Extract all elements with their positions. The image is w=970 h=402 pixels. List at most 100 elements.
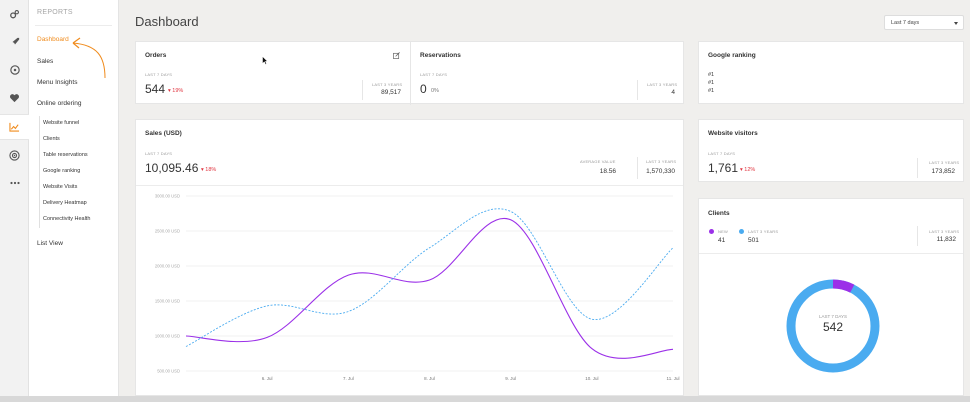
y-tick-label: 2000.00 USD [155, 264, 180, 269]
sidebar-item-online-ordering[interactable]: Online ordering [37, 100, 82, 107]
clients-separator [917, 226, 918, 246]
y-tick-label: 1500.00 USD [155, 299, 180, 304]
clients-title: Clients [708, 210, 730, 217]
trend-down-icon: ▾ [740, 167, 745, 173]
line-chart-icon[interactable] [0, 114, 29, 140]
reservations-last7-label: LAST 7 DAYS [420, 72, 448, 77]
sales-trend-value: 18% [205, 167, 217, 173]
reservations-separator [637, 80, 638, 100]
visitors-separator [917, 158, 918, 178]
reservations-last3-value: 4 [671, 89, 675, 96]
clients-last3-value: 11,832 [936, 236, 956, 243]
compass-icon[interactable] [0, 57, 29, 83]
donut-label: LAST 7 DAYS [819, 314, 847, 319]
rocket-icon[interactable] [0, 29, 29, 55]
x-tick-label: 10. Jul [585, 376, 598, 381]
more-dots-icon[interactable] [0, 170, 29, 196]
orders-value: 544 [145, 82, 166, 96]
reservations-last3-label: LAST 3 YEARS [647, 82, 678, 87]
visitors-value: 1,761 [708, 161, 739, 175]
sidebar-item-dashboard[interactable]: Dashboard [37, 36, 69, 43]
google-rank-3: #1 [708, 88, 715, 94]
sidebar-subitem-website-funnel[interactable]: Website funnel [43, 120, 80, 126]
sales-value: 10,095.46 [145, 161, 199, 175]
sidebar-subitem-clients[interactable]: Clients [43, 136, 60, 142]
bottom-edge [0, 396, 970, 402]
x-tick-label: 6. Jul [262, 376, 273, 381]
trend-down-icon: ▾ [201, 167, 206, 173]
sales-trend: ▾ 18% [201, 167, 216, 173]
sales-avg-label: AVERAGE VALUE [580, 159, 616, 164]
visitors-last3-label: LAST 3 YEARS [929, 160, 960, 165]
sales-separator [637, 157, 638, 179]
clients-last3-label: LAST 3 YEARS [929, 229, 960, 234]
reservations-value: 0 [420, 82, 427, 96]
page-title: Dashboard [135, 14, 199, 29]
orders-separator [362, 80, 363, 100]
reports-sidebar: REPORTS Dashboard Sales Menu Insights On… [29, 0, 119, 396]
legend-last3-dot [739, 229, 744, 234]
sidebar-subitem-table-reservations[interactable]: Table reservations [43, 152, 88, 158]
sales-header-divider [136, 185, 683, 186]
clients-new-label: NEW [718, 229, 728, 234]
sales-last3-value: 1,570,330 [646, 168, 675, 175]
sidebar-subitem-google-ranking[interactable]: Google ranking [43, 168, 81, 174]
icon-bar [0, 0, 29, 396]
sidebar-subitem-website-visits[interactable]: Website Visits [43, 184, 78, 190]
website-visitors-card: Website visitors LAST 7 DAYS 1,761 ▾ 12%… [698, 119, 964, 182]
card-column-divider [410, 42, 411, 105]
edit-icon[interactable] [393, 52, 400, 59]
clients-legend-last3-label: LAST 3 YEARS [748, 229, 779, 234]
y-tick-label: 2500.00 USD [155, 229, 180, 234]
website-visitors-title: Website visitors [708, 130, 758, 137]
clients-card: Clients NEW 41 LAST 3 YEARS 501 LAST 3 Y… [698, 198, 964, 396]
sales-line-chart: 500.00 USD 1000.00 USD 1500.00 USD 2000.00 … [155, 194, 680, 382]
heart-pulse-icon[interactable] [0, 85, 29, 111]
google-rank-2: #1 [708, 80, 715, 86]
mouse-cursor-icon [262, 56, 268, 65]
google-ranking-card: Google ranking #1 #1 #1 [698, 41, 964, 104]
sidebar-subitem-connectivity-health[interactable]: Connectivity Health [43, 216, 91, 222]
reservations-trend: 0% [431, 88, 439, 94]
sidebar-item-menu-insights[interactable]: Menu Insights [37, 79, 78, 86]
sidebar-item-list-view[interactable]: List View [37, 240, 63, 247]
trend-down-icon: ▾ [168, 88, 173, 94]
sales-last7-label: LAST 7 DAYS [145, 151, 173, 156]
period-select[interactable]: Last 7 days [884, 15, 964, 30]
donut-new-segment [786, 279, 880, 373]
target-icon[interactable] [0, 142, 29, 168]
x-tick-label: 9. Jul [505, 376, 516, 381]
gears-icon[interactable] [0, 1, 29, 27]
orders-trend-value: 19% [172, 88, 184, 94]
visitors-trend: ▾ 12% [740, 167, 755, 173]
orders-reservations-card: Orders LAST 7 DAYS 544 ▾ 19% LAST 3 YEAR… [135, 41, 684, 105]
y-tick-label: 1000.00 USD [155, 334, 180, 339]
legend-new-dot [709, 229, 714, 234]
series-line-2 [185, 208, 674, 347]
sales-card: Sales (USD) LAST 7 DAYS 10,095.46 ▾ 18% … [135, 119, 684, 396]
visitors-trend-value: 12% [744, 167, 756, 173]
period-select-value: Last 7 days [891, 20, 920, 26]
donut-value: 542 [823, 320, 843, 334]
sidebar-heading: REPORTS [37, 9, 73, 16]
x-tick-label: 7. Jul [343, 376, 354, 381]
y-tick-label: 500.00 USD [157, 369, 180, 374]
google-ranking-title: Google ranking [708, 52, 756, 59]
sidebar-subitem-delivery-heatmap[interactable]: Delivery Heatmap [43, 200, 87, 206]
reservations-title: Reservations [420, 52, 461, 59]
clients-donut-chart: LAST 7 DAYS 542 [786, 279, 880, 373]
arrow-annotation-icon [72, 37, 106, 79]
orders-trend: ▾ 19% [168, 88, 183, 94]
sidebar-divider [35, 25, 112, 26]
sidebar-item-sales[interactable]: Sales [37, 58, 54, 65]
orders-last3-value: 89,517 [381, 89, 401, 96]
google-rank-1: #1 [708, 72, 715, 78]
x-tick-label: 11. Jul [667, 376, 680, 381]
orders-title: Orders [145, 52, 167, 59]
sales-title: Sales (USD) [145, 130, 182, 137]
y-tick-label: 3000.00 USD [155, 194, 180, 199]
sales-last3-label: LAST 3 YEARS [646, 159, 677, 164]
orders-last7-label: LAST 7 DAYS [145, 72, 173, 77]
series-line-1 [185, 217, 674, 359]
x-tick-label: 8. Jul [424, 376, 435, 381]
